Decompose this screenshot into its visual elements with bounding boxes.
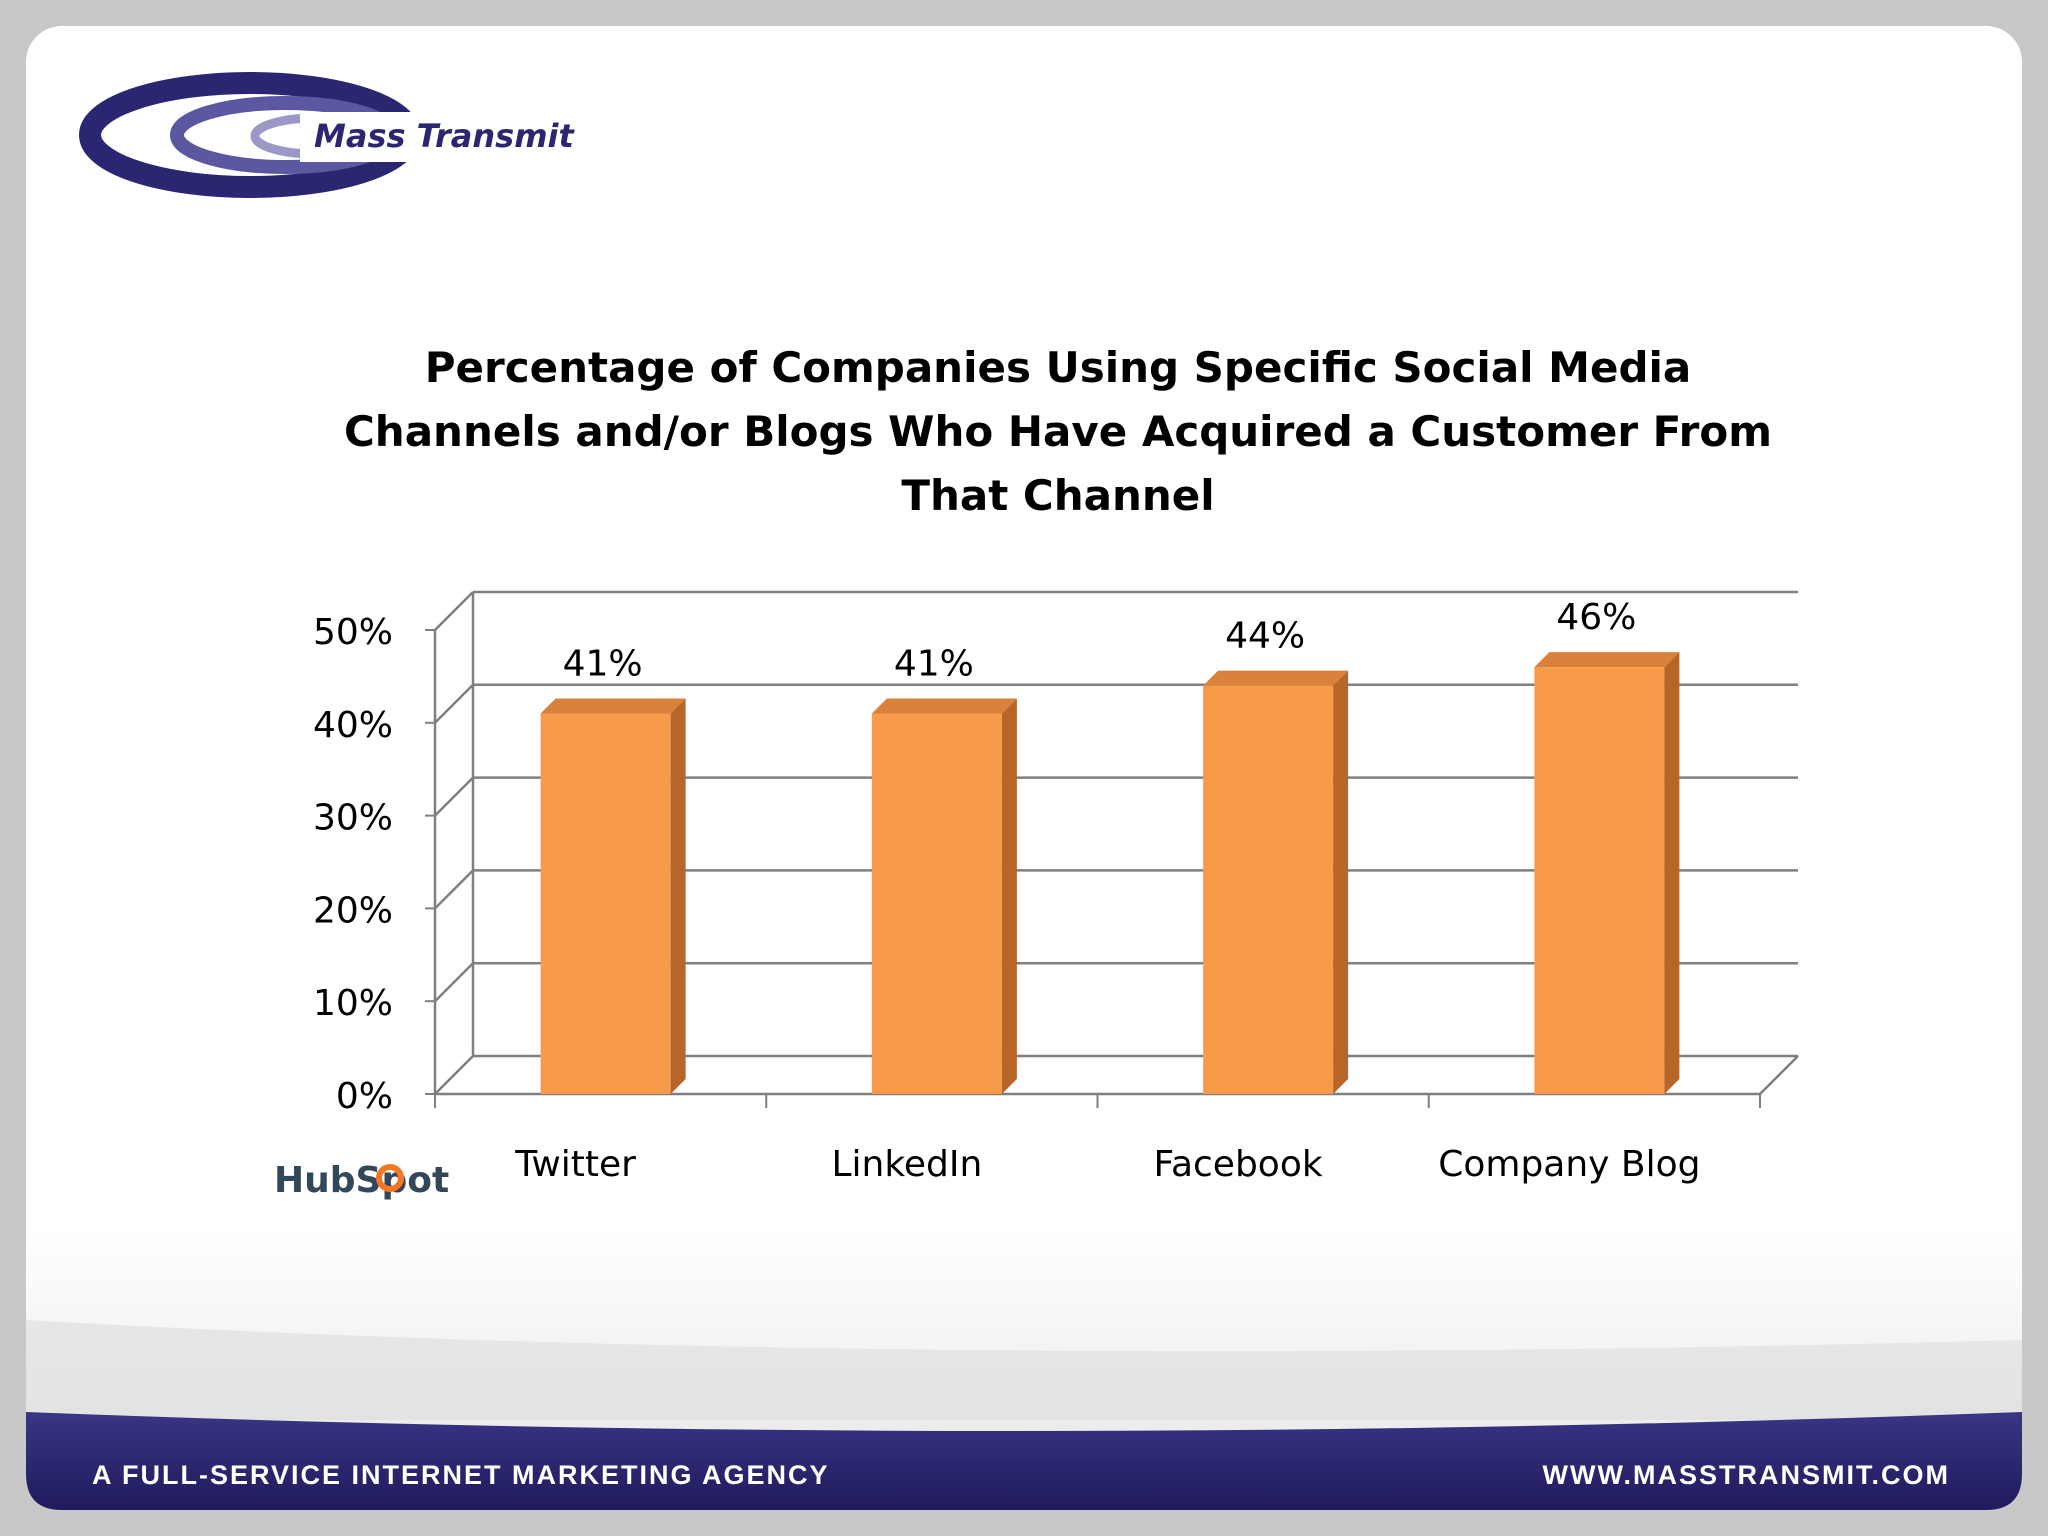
y-tick-label: 50% <box>313 612 393 653</box>
bar-top <box>1534 652 1680 668</box>
bar-front <box>871 713 1002 1094</box>
y-tick-label: 40% <box>313 705 393 746</box>
y-tick-label: 10% <box>313 983 393 1024</box>
x-category-label: Company Blog <box>1438 1144 1700 1185</box>
x-category-label: LinkedIn <box>831 1144 982 1185</box>
y-tick-label: 20% <box>313 890 393 931</box>
hubspot-logo: HubSpot <box>274 1160 449 1201</box>
bar-value-label: 41% <box>894 644 974 685</box>
bar-side <box>1001 698 1017 1094</box>
bar-value-label: 46% <box>1556 597 1636 638</box>
x-category-label: Facebook <box>1154 1144 1323 1185</box>
bar-side <box>1664 652 1680 1094</box>
bar-value-label: 44% <box>1225 616 1305 657</box>
hubspot-logo-text: HubSpot <box>274 1160 449 1201</box>
chart-title-line-1: Percentage of Companies Using Specific S… <box>425 343 1692 392</box>
mass-transmit-logo: Mass Transmit <box>79 72 600 198</box>
floor-edge <box>1759 1055 1799 1095</box>
bar-side <box>1333 670 1349 1094</box>
gridline-side <box>434 683 474 724</box>
bar-front <box>540 713 671 1094</box>
chart-title-line-2: Channels and/or Blogs Who Have Acquired … <box>344 407 1772 456</box>
gridline-side <box>434 962 474 1003</box>
bar-top <box>1203 670 1349 686</box>
y-tick-label: 30% <box>313 798 393 839</box>
logo-text: Mass Transmit <box>314 117 576 155</box>
gridline-side <box>434 776 474 817</box>
hubspot-sprocket-icon <box>376 1164 404 1192</box>
chart-title: Percentage of Companies Using Specific S… <box>344 343 1772 520</box>
footer-website[interactable]: WWW.MASSTRANSMIT.COM <box>1543 1460 1950 1490</box>
bar-front <box>1534 667 1665 1094</box>
x-category-label: Twitter <box>514 1144 636 1185</box>
bar-chart: 0% 10% 20% 30% 40% 50% 41% Twitter 41% LinkedIn 44… <box>313 590 1799 1185</box>
bar-front <box>1203 685 1334 1094</box>
bar-side <box>670 698 686 1094</box>
bar-top <box>540 698 686 714</box>
footer-band <box>26 1412 2022 1510</box>
bar-value-label: 41% <box>563 644 643 685</box>
bar-top <box>871 698 1017 714</box>
y-tick-label: 0% <box>336 1076 393 1117</box>
gridline-side <box>434 1055 474 1095</box>
slide-card <box>26 26 2022 1510</box>
footer-tagline: A FULL-SERVICE INTERNET MARKETING AGENCY <box>92 1460 830 1490</box>
gridline-side <box>434 869 474 910</box>
bottom-swoosh <box>26 1320 2022 1420</box>
chart-title-line-3: That Channel <box>901 471 1214 520</box>
gridline-side <box>434 591 474 631</box>
